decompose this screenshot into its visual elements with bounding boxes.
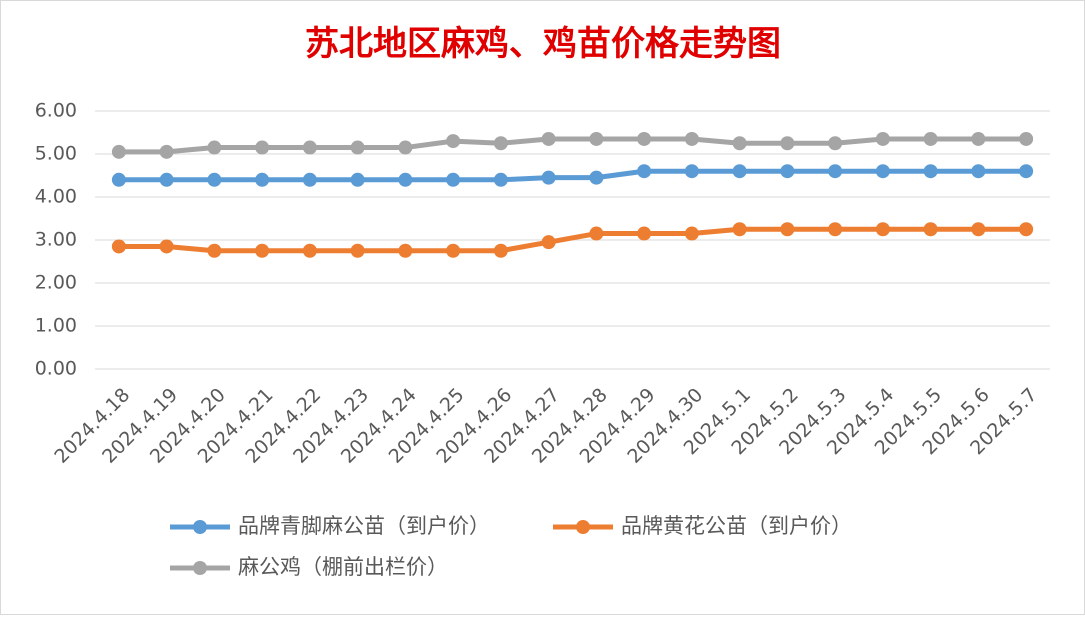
data-point xyxy=(1019,164,1034,179)
data-point xyxy=(111,239,126,254)
y-tick-label: 0.00 xyxy=(35,358,77,380)
data-point xyxy=(159,144,174,159)
data-point xyxy=(732,222,747,237)
data-point xyxy=(923,131,938,146)
data-point xyxy=(780,136,795,151)
data-point xyxy=(684,131,699,146)
data-point xyxy=(780,222,795,237)
data-point xyxy=(541,131,556,146)
series-line xyxy=(118,226,1027,254)
data-point xyxy=(255,140,270,155)
data-point xyxy=(780,164,795,179)
data-point xyxy=(398,243,413,258)
data-point xyxy=(207,243,222,258)
data-point xyxy=(302,172,317,187)
data-point xyxy=(828,136,843,151)
legend-label: 品牌青脚麻公苗（到户价） xyxy=(238,514,490,538)
data-point xyxy=(111,144,126,159)
legend-marker xyxy=(576,520,590,534)
data-point xyxy=(398,172,413,187)
data-point xyxy=(255,243,270,258)
data-point xyxy=(875,131,890,146)
data-point xyxy=(446,172,461,187)
data-point xyxy=(159,239,174,254)
data-point xyxy=(828,222,843,237)
data-point xyxy=(875,222,890,237)
y-tick-label: 4.00 xyxy=(35,186,77,208)
data-point xyxy=(302,243,317,258)
data-point xyxy=(493,136,508,151)
data-point xyxy=(971,131,986,146)
data-point xyxy=(111,172,126,187)
data-point xyxy=(684,164,699,179)
y-tick-label: 2.00 xyxy=(35,272,77,294)
data-point xyxy=(207,140,222,155)
series-line xyxy=(118,168,1027,183)
data-point xyxy=(971,164,986,179)
data-point xyxy=(350,172,365,187)
data-point xyxy=(589,170,604,185)
data-point xyxy=(1019,222,1034,237)
data-point xyxy=(828,164,843,179)
data-point xyxy=(637,226,652,241)
series-line xyxy=(118,136,1027,155)
legend-marker xyxy=(193,561,207,575)
data-point xyxy=(398,140,413,155)
chart-title: 苏北地区麻鸡、鸡苗价格走势图 xyxy=(305,24,781,64)
data-point xyxy=(875,164,890,179)
data-point xyxy=(493,172,508,187)
data-point xyxy=(446,134,461,149)
data-point xyxy=(971,222,986,237)
data-point xyxy=(207,172,222,187)
data-point xyxy=(589,226,604,241)
data-point xyxy=(1019,131,1034,146)
data-point xyxy=(732,164,747,179)
data-point xyxy=(732,136,747,151)
legend-label: 品牌黄花公苗（到户价） xyxy=(621,514,852,538)
data-point xyxy=(684,226,699,241)
legend-label: 麻公鸡（棚前出栏价） xyxy=(238,555,448,579)
y-tick-label: 6.00 xyxy=(35,100,77,122)
data-point xyxy=(446,243,461,258)
data-point xyxy=(493,243,508,258)
legend-marker xyxy=(193,520,207,534)
data-point xyxy=(923,164,938,179)
y-tick-label: 3.00 xyxy=(35,229,77,251)
data-point xyxy=(637,164,652,179)
data-point xyxy=(589,131,604,146)
data-point xyxy=(923,222,938,237)
data-point xyxy=(350,243,365,258)
data-point xyxy=(541,235,556,250)
y-tick-label: 1.00 xyxy=(35,315,77,337)
y-tick-label: 5.00 xyxy=(35,143,77,165)
data-point xyxy=(637,131,652,146)
data-point xyxy=(350,140,365,155)
data-point xyxy=(541,170,556,185)
data-point xyxy=(159,172,174,187)
data-point xyxy=(255,172,270,187)
data-point xyxy=(302,140,317,155)
